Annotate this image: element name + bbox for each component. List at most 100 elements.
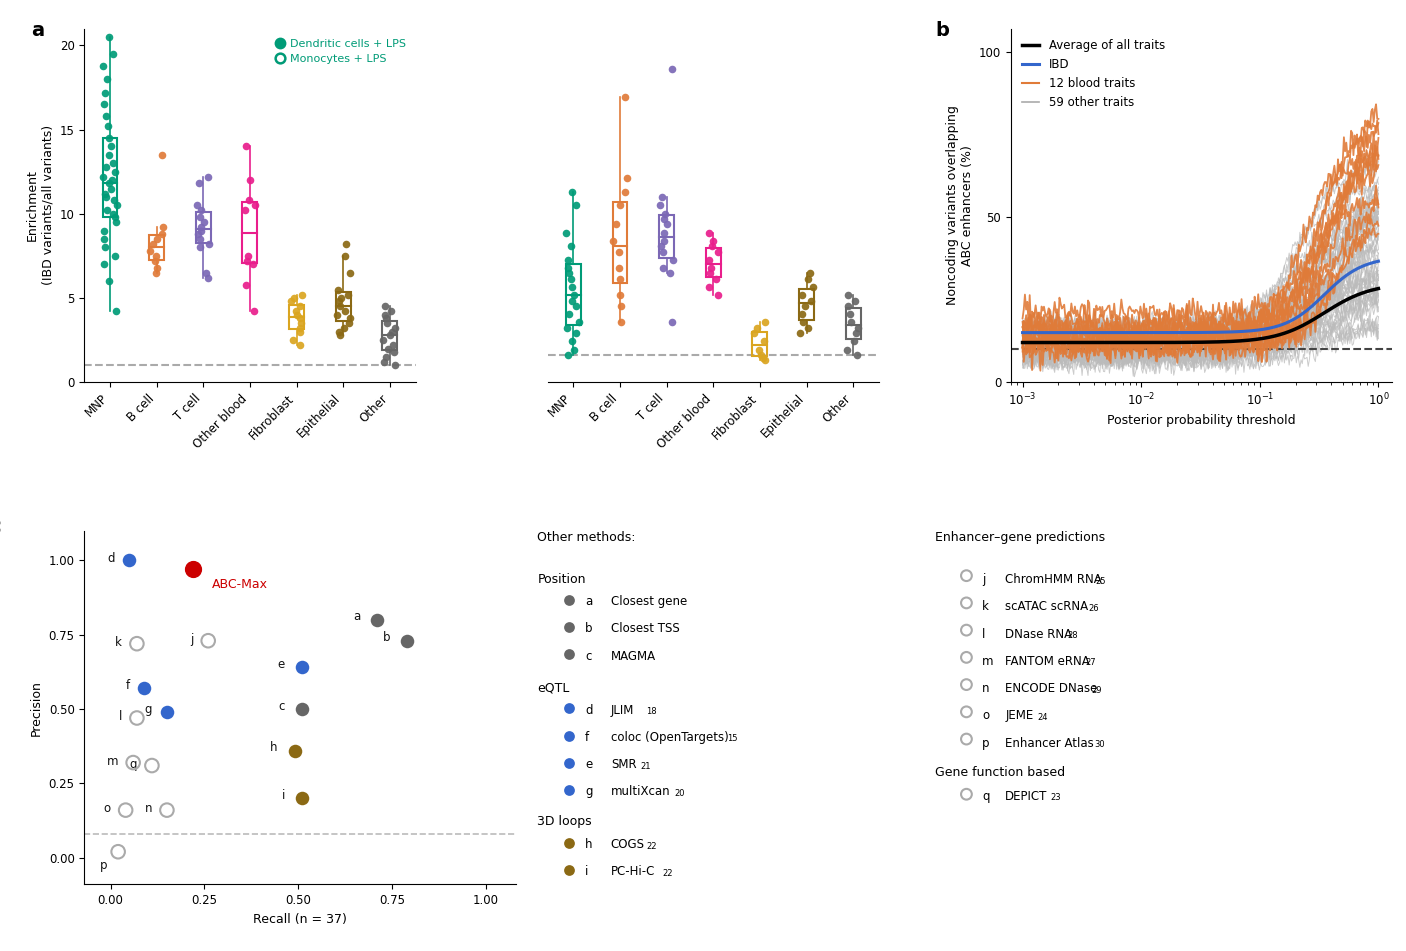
Point bbox=[333, 320, 356, 336]
Text: b: b bbox=[585, 622, 592, 635]
Point bbox=[558, 306, 581, 321]
Point bbox=[243, 198, 266, 213]
Point bbox=[125, 710, 148, 726]
Point bbox=[697, 225, 720, 241]
Point bbox=[283, 290, 305, 305]
Bar bbox=[659, 215, 673, 258]
Point bbox=[557, 347, 579, 362]
Point bbox=[790, 287, 813, 302]
Point bbox=[188, 240, 211, 255]
Point bbox=[799, 265, 821, 281]
Point bbox=[555, 320, 578, 336]
Point bbox=[97, 119, 120, 134]
Point bbox=[652, 233, 675, 248]
Point bbox=[801, 280, 824, 295]
Text: JEME: JEME bbox=[1005, 709, 1033, 723]
Text: scATAC scRNA: scATAC scRNA bbox=[1005, 600, 1088, 613]
Text: 28: 28 bbox=[1067, 631, 1078, 640]
Point bbox=[198, 237, 221, 252]
Text: 3D loops: 3D loops bbox=[537, 815, 592, 828]
Bar bbox=[752, 332, 768, 356]
Text: h: h bbox=[270, 741, 277, 754]
Point bbox=[188, 209, 211, 224]
Point bbox=[557, 252, 579, 267]
Point bbox=[105, 198, 128, 213]
Text: 21: 21 bbox=[640, 762, 651, 770]
Point bbox=[558, 265, 581, 281]
Point bbox=[748, 342, 770, 358]
Point bbox=[602, 233, 624, 248]
Point bbox=[104, 248, 127, 263]
Point bbox=[141, 758, 163, 773]
Point bbox=[101, 47, 124, 62]
Bar bbox=[149, 235, 165, 260]
Point bbox=[193, 215, 215, 230]
Point bbox=[235, 139, 257, 154]
Point bbox=[609, 198, 631, 213]
Point bbox=[283, 743, 305, 758]
Text: 25: 25 bbox=[1095, 576, 1105, 586]
Point bbox=[280, 294, 302, 309]
Text: p: p bbox=[100, 859, 107, 872]
Text: JLIM: JLIM bbox=[610, 704, 634, 717]
Point bbox=[375, 349, 398, 364]
Text: i: i bbox=[281, 788, 285, 802]
Point bbox=[104, 209, 127, 224]
Point bbox=[702, 239, 724, 254]
Point bbox=[384, 320, 406, 336]
Point bbox=[661, 315, 683, 330]
Point bbox=[325, 307, 347, 322]
Point bbox=[655, 217, 678, 232]
Text: 18: 18 bbox=[647, 708, 657, 716]
Point bbox=[96, 203, 118, 218]
Point bbox=[384, 358, 406, 373]
Point bbox=[661, 62, 683, 77]
Point bbox=[105, 304, 128, 320]
Point bbox=[837, 299, 859, 314]
Bar bbox=[565, 263, 581, 325]
Bar bbox=[382, 320, 398, 350]
Point bbox=[150, 147, 173, 163]
Point bbox=[104, 215, 127, 230]
Point bbox=[557, 261, 579, 276]
Point bbox=[607, 261, 630, 276]
Text: a: a bbox=[31, 22, 45, 41]
Y-axis label: Enrichment
(IBD variants/all variants): Enrichment (IBD variants/all variants) bbox=[27, 126, 55, 285]
Point bbox=[789, 325, 811, 340]
Point bbox=[187, 226, 209, 242]
Point bbox=[94, 108, 117, 124]
Bar bbox=[242, 202, 257, 263]
Point bbox=[181, 562, 204, 577]
Text: f: f bbox=[585, 731, 589, 744]
Point bbox=[330, 290, 353, 305]
Point bbox=[652, 225, 675, 241]
Point bbox=[242, 257, 264, 272]
Point bbox=[328, 327, 350, 342]
Point bbox=[238, 193, 260, 208]
Point bbox=[661, 252, 683, 267]
Point bbox=[328, 281, 350, 297]
Point bbox=[150, 226, 173, 242]
Point bbox=[793, 299, 815, 314]
Point bbox=[235, 253, 257, 268]
Bar bbox=[846, 308, 860, 340]
Point bbox=[702, 233, 724, 248]
Point bbox=[145, 248, 167, 263]
Point bbox=[236, 248, 259, 263]
Point bbox=[839, 315, 862, 330]
Point bbox=[699, 280, 721, 295]
Text: Other methods:: Other methods: bbox=[537, 531, 636, 544]
Text: a: a bbox=[585, 595, 592, 608]
Point bbox=[845, 347, 868, 362]
Point bbox=[291, 790, 314, 805]
Text: g: g bbox=[585, 786, 592, 799]
Text: n: n bbox=[145, 802, 152, 815]
Point bbox=[561, 280, 583, 295]
Text: c: c bbox=[278, 700, 285, 712]
Point bbox=[146, 231, 169, 246]
Point bbox=[754, 315, 776, 330]
Point bbox=[336, 287, 359, 302]
Point bbox=[381, 324, 404, 340]
Point bbox=[190, 223, 212, 239]
Point bbox=[565, 299, 588, 314]
